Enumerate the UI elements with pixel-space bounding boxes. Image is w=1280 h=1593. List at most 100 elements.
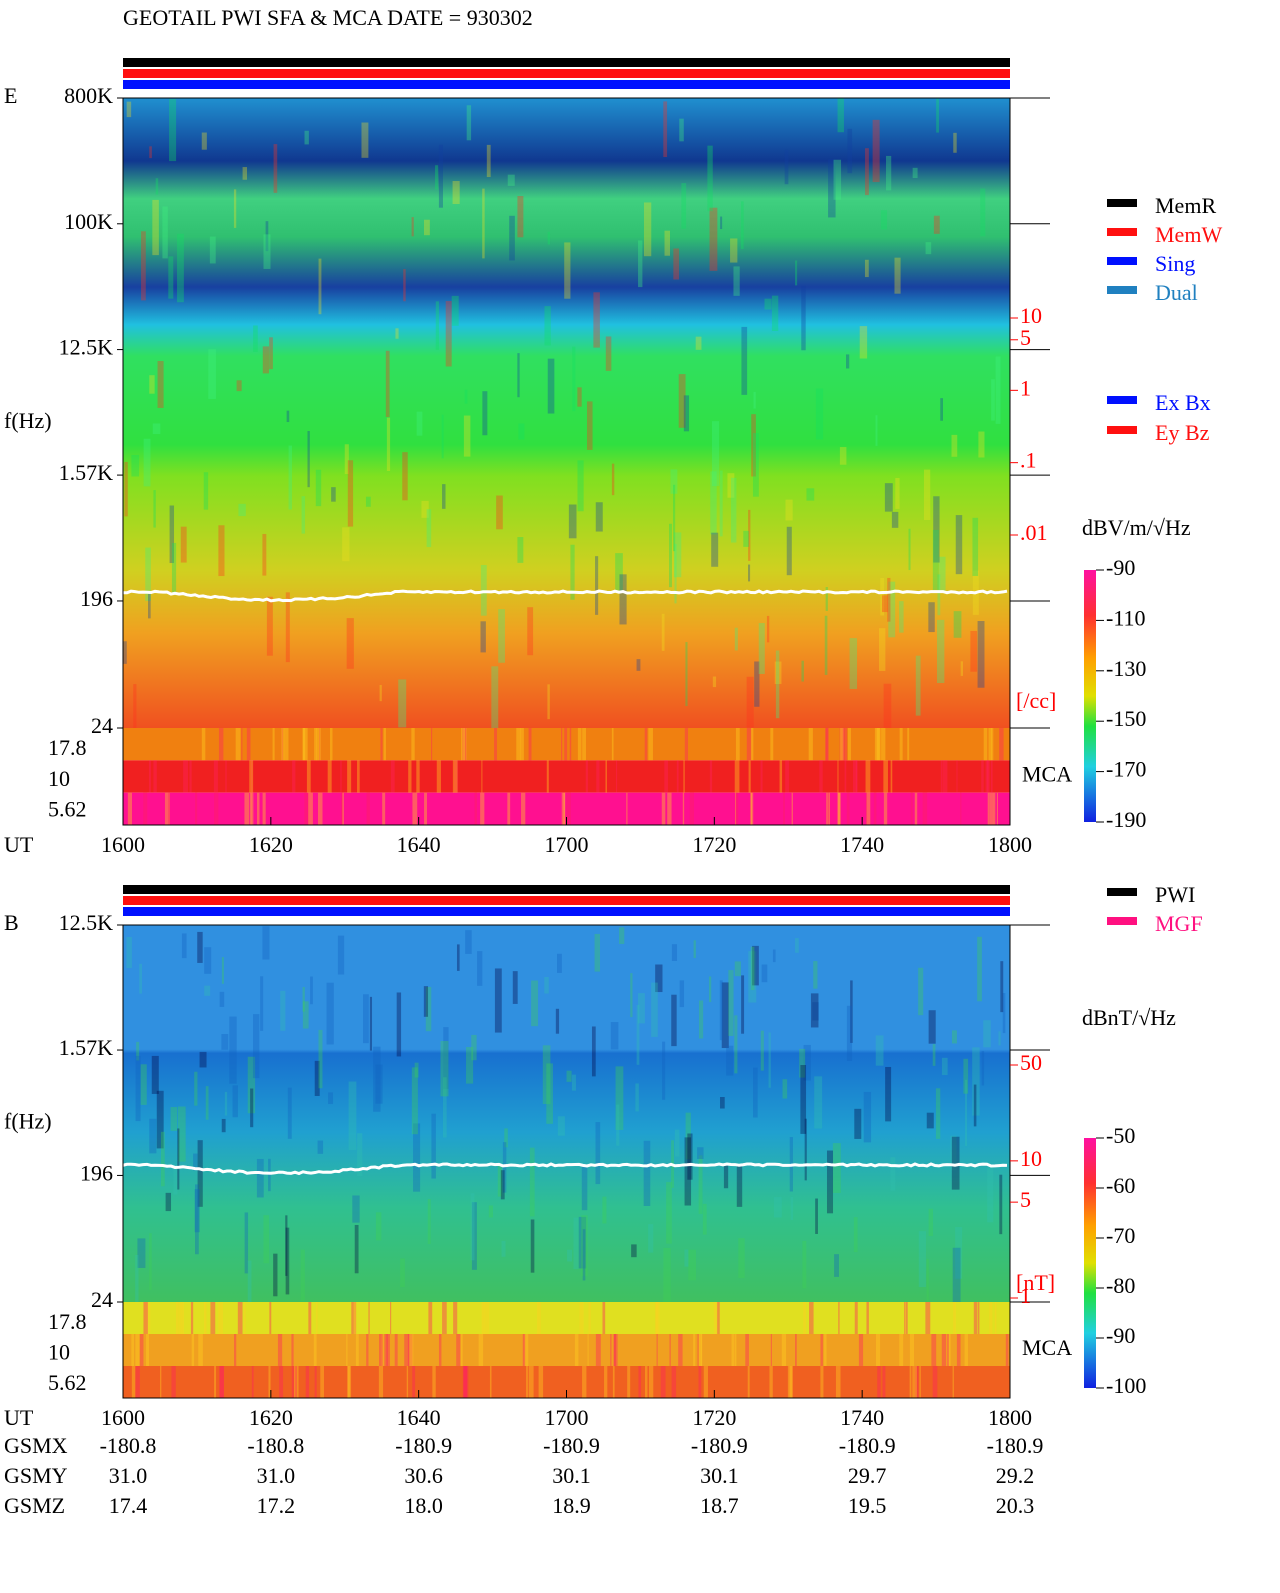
spectrogram-texture [865,148,869,196]
orbit-value: 18.7 [700,1493,739,1518]
spectrogram-texture [441,414,444,459]
spectrogram-texture [733,266,740,296]
mca-texture [678,1334,683,1366]
mca-texture [214,1366,217,1398]
orbit-value: 18.9 [552,1493,591,1518]
spectrogram-texture [1000,961,1004,1013]
mca-texture [381,1334,384,1366]
spectrogram-texture [605,336,612,371]
spectrogram-texture [425,986,432,1032]
mca-texture [251,760,253,793]
spectrogram-texture [752,945,759,986]
mca-texture [791,792,793,825]
mca-texture [139,1334,144,1366]
mca-texture [794,1334,797,1366]
spectrogram-texture [218,525,225,577]
spectrogram-texture [423,986,429,1017]
spectrogram-texture [775,650,780,719]
spectrogram-texture [875,1035,884,1066]
mca-texture [528,1366,534,1398]
spectrogram-texture [891,511,899,528]
mca-texture [456,1334,461,1366]
mca-texture [837,792,841,825]
mca-texture [735,792,739,825]
spectrogram-texture [517,353,520,398]
spectrogram-texture [638,240,643,288]
spectrogram-texture [194,1189,200,1233]
spectrogram-texture [427,1199,431,1244]
mca-texture [698,1334,702,1366]
mca-texture [528,728,532,761]
spectrogram-texture [395,328,399,339]
mca-texture [283,728,289,761]
spectrogram-texture [918,1231,926,1288]
mca-texture [610,1334,612,1366]
spectrogram-texture [285,1227,290,1295]
mca-texture [820,1366,824,1398]
spectrogram-texture [123,641,127,664]
spectrogram-texture [181,933,187,959]
spectrogram-texture [452,181,460,205]
mca-texture [941,1334,947,1366]
mca-texture [537,1302,541,1334]
spectrogram-texture [888,581,896,638]
colorbar-unit: dBnT/√Hz [1082,1005,1176,1030]
spectrogram-texture [631,1244,637,1258]
spectrogram-texture [209,236,216,264]
spectrogram-texture [972,517,979,576]
spectrogram-texture [124,461,128,517]
spectrogram-texture [357,1133,363,1177]
mca-texture [484,1302,490,1334]
spectrogram-texture [710,471,717,535]
mca-texture [922,792,928,825]
orbit-value: 29.7 [848,1463,887,1488]
spectrogram-texture [672,484,676,552]
spectrogram-texture [951,1136,960,1190]
spectrogram-texture [445,301,452,367]
x-tick-label: 1740 [840,1405,884,1430]
spectrogram-texture [923,469,931,520]
legend-swatch [1107,257,1137,265]
spectrogram-texture [143,438,151,487]
mca-texture [748,760,751,793]
spectrogram-texture [845,354,850,369]
spectrogram-texture [265,221,269,252]
freq-tick-label: 196 [80,586,113,611]
mca-texture [866,792,868,825]
spectrogram-texture [285,592,290,663]
spectrogram-texture [786,526,792,576]
mca-texture [858,1334,864,1366]
mca-texture [999,728,1004,761]
spectrogram-texture [643,1140,651,1206]
legend-swatch [1107,228,1137,236]
spectrogram-texture [352,1195,360,1223]
mca-texture [462,1366,468,1398]
mca-texture [241,728,243,761]
spectrogram-texture [466,105,472,141]
density-tick-label: .01 [1020,520,1048,545]
spectrogram-texture [221,1118,226,1133]
mca-texture [716,1302,720,1334]
spectrogram-texture [885,1066,892,1122]
spectrogram-texture [698,1155,703,1214]
mca-texture [614,1334,616,1366]
mca-texture [347,1366,352,1398]
spectrogram-texture [363,994,369,1044]
mca-texture [569,728,572,761]
mca-texture [985,760,989,793]
spectrogram-texture [774,661,782,684]
spectrogram-texture [581,1165,588,1211]
spectrogram-texture [135,1254,139,1311]
spectrogram-texture [199,1051,207,1068]
y-axis-label: f(Hz) [4,408,52,433]
mca-texture [234,1334,237,1366]
spectrogram-texture [571,1074,576,1091]
mca-texture [190,1302,194,1334]
mca-texture [135,1366,140,1398]
spectrogram-texture [208,349,216,399]
spectrogram-texture [720,1097,725,1109]
spectrogram-texture [250,1088,254,1128]
spectrogram-texture [952,1247,961,1305]
mca-texture [914,1366,919,1398]
colorbar-tick-label: -110 [1106,605,1146,630]
